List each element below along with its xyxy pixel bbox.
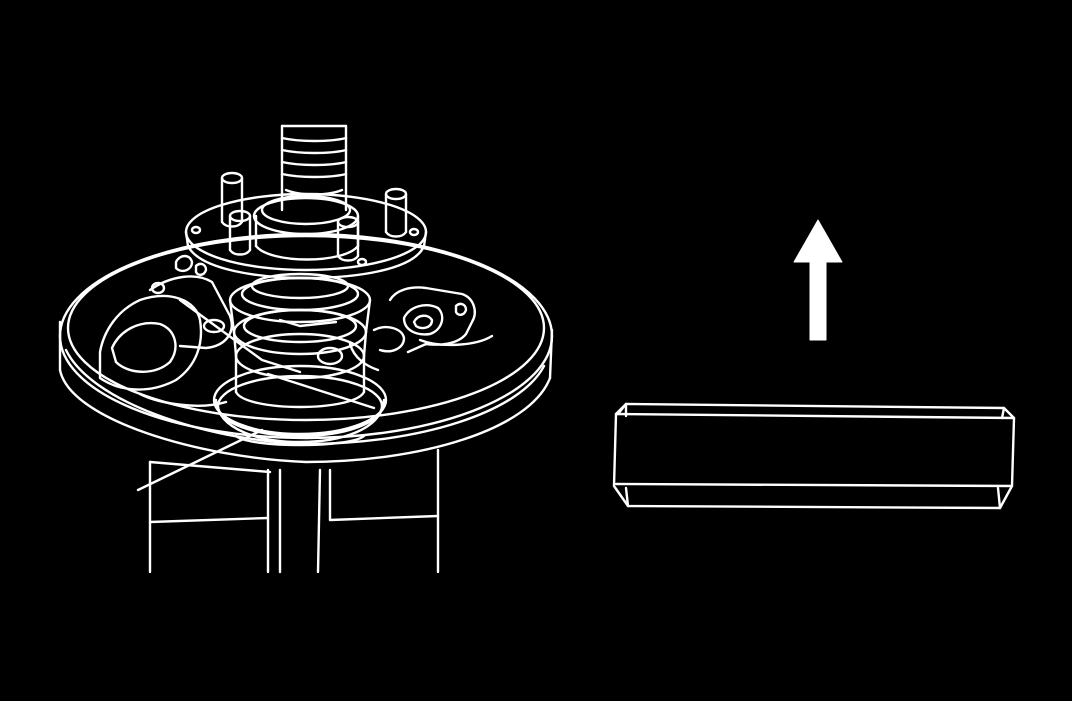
vise-stand: [148, 448, 440, 574]
wheel-stud: [220, 171, 244, 228]
wheel-stud: [384, 187, 408, 238]
wheel-studs: [220, 171, 408, 262]
wheel-stud: [336, 215, 360, 262]
arrow-up-icon: [793, 219, 843, 341]
axle-shaft: [280, 124, 348, 212]
bearing-stack: [212, 272, 388, 447]
backing-plate: [58, 232, 554, 464]
removed-block: [612, 402, 1016, 510]
wheel-stud: [228, 209, 252, 256]
leader-lines: [136, 372, 376, 492]
